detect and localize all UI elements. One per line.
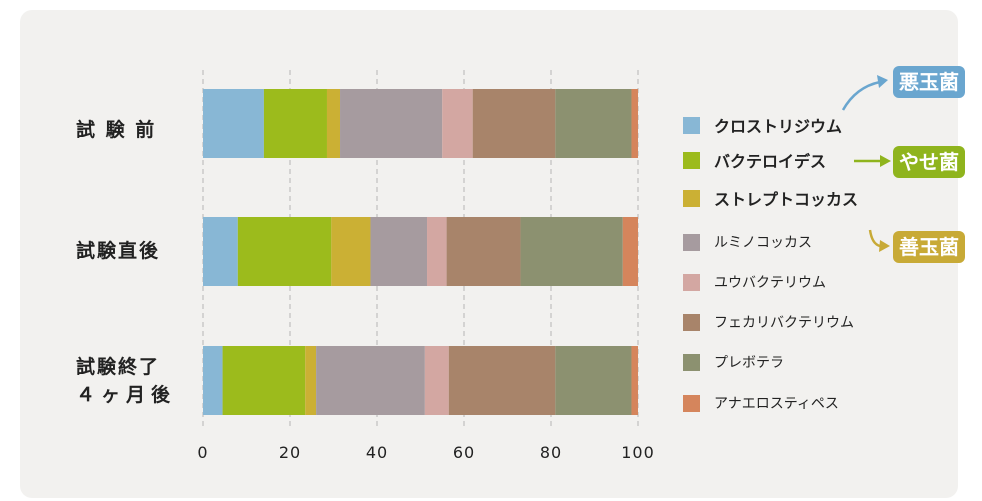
bar-segment-2-8 [622, 217, 638, 286]
category-label-4months-line1: 試験終了 [76, 356, 161, 378]
category-label-after: 試験直後 [76, 240, 161, 262]
legend-swatch [683, 189, 700, 207]
legend-label: フェカリバクテリウム [714, 315, 854, 331]
legend-label: バクテロイデス [714, 152, 827, 171]
legend-item-5: ユウバクテリウム [683, 271, 826, 293]
arrow-bad-head-icon [877, 75, 888, 88]
x-tick-label: 80 [540, 443, 562, 462]
legend-item-1: クロストリジウム [683, 114, 842, 136]
bar-segment-2-6 [446, 217, 521, 286]
arrow-bad-icon [841, 80, 881, 111]
bar-segment-3-1 [203, 346, 223, 415]
bar-segment-1-8 [631, 89, 638, 158]
legend-item-8: アナエロスティペス [683, 392, 839, 414]
bar-segment-1-6 [472, 89, 556, 158]
legend-swatch [683, 353, 700, 371]
x-tick-label: 100 [621, 443, 655, 462]
badge-good-bacteria: 善玉菌 [893, 231, 965, 263]
legend-item-7: プレボテラ [683, 351, 784, 373]
bar-segment-3-4 [316, 346, 425, 415]
legend-label: クロストリジウム [714, 117, 843, 136]
legend-item-4: ルミノコッカス [683, 231, 812, 253]
x-tick-label: 0 [197, 443, 208, 462]
bar-segment-2-2 [237, 217, 332, 286]
bar-segment-2-3 [331, 217, 371, 286]
legend-item-2: バクテロイデス [683, 149, 826, 171]
legend-swatch [683, 116, 700, 134]
bar-segment-2-1 [203, 217, 238, 286]
legend-item-6: フェカリバクテリウム [683, 311, 854, 333]
category-label-before: 試 験 前 [76, 119, 157, 141]
bar-segment-1-5 [442, 89, 473, 158]
legend-swatch [683, 233, 700, 251]
legend-swatch [683, 313, 700, 331]
bar-segment-3-8 [631, 346, 638, 415]
bar-segment-3-7 [555, 346, 632, 415]
bar-segment-1-4 [340, 89, 443, 158]
x-tick-label: 40 [366, 443, 388, 462]
bar-segment-2-7 [520, 217, 623, 286]
bar-segment-3-3 [305, 346, 317, 415]
x-tick-label: 60 [453, 443, 475, 462]
bar-segment-1-7 [555, 89, 632, 158]
legend-label: アナエロスティペス [714, 396, 839, 412]
bar-segment-3-2 [222, 346, 306, 415]
category-label-4months: 試験終了 ４ヶ月後 [76, 354, 176, 408]
legend-label: ストレプトコッカス [714, 190, 859, 209]
x-tick-label: 20 [279, 443, 301, 462]
badge-bad-bacteria: 悪玉菌 [893, 66, 965, 98]
bar-segment-1-2 [263, 89, 327, 158]
bar-segment-2-5 [427, 217, 447, 286]
legend-label: ユウバクテリウム [714, 275, 826, 291]
badge-slim-bacteria: やせ菌 [893, 146, 965, 178]
legend-item-3: ストレプトコッカス [683, 187, 858, 209]
category-label-4months-line2: ４ヶ月後 [76, 384, 177, 406]
legend-swatch [683, 394, 700, 412]
legend-label: ルミノコッカス [714, 235, 812, 251]
bar-segment-3-6 [448, 346, 556, 415]
bar-segment-2-4 [370, 217, 428, 286]
arrow-slim-head-icon [880, 155, 891, 167]
legend-swatch [683, 273, 700, 291]
bar-segment-1-1 [203, 89, 264, 158]
bar-segment-1-3 [326, 89, 341, 158]
arrow-good-icon [868, 229, 881, 248]
bar-segment-3-5 [424, 346, 449, 415]
arrow-good-head-icon [879, 240, 890, 252]
legend-label: プレボテラ [714, 355, 784, 371]
legend-swatch [683, 151, 700, 169]
